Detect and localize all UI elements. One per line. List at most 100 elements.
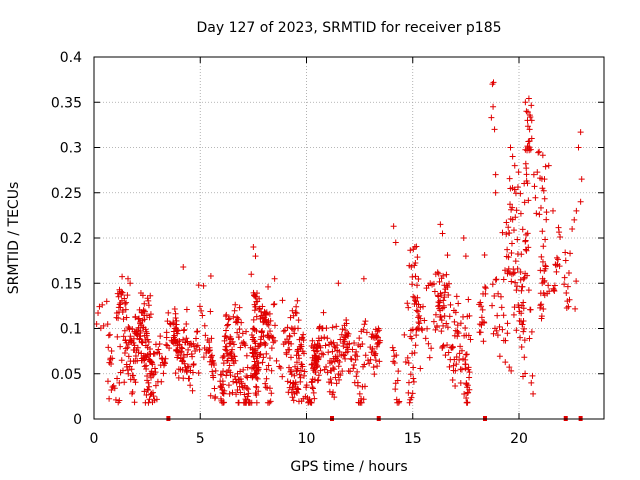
data-point [308, 361, 315, 368]
data-point [374, 328, 381, 335]
data-point [257, 315, 264, 322]
data-point [123, 299, 130, 306]
data-point [189, 353, 196, 360]
data-point [260, 354, 267, 361]
data-point [309, 337, 316, 344]
data-point [372, 357, 379, 364]
data-point [536, 211, 543, 218]
data-point [524, 147, 531, 154]
data-point [500, 312, 507, 319]
data-point [575, 144, 582, 151]
data-point [353, 373, 360, 380]
data-point [103, 298, 110, 305]
data-point [263, 366, 270, 373]
data-point [178, 348, 185, 355]
data-point [223, 343, 230, 350]
data-point [555, 256, 562, 263]
data-point [551, 287, 558, 294]
data-point [525, 197, 532, 204]
data-point [253, 384, 260, 391]
data-point [251, 350, 258, 357]
data-point [300, 372, 307, 379]
data-point [292, 384, 299, 391]
data-point [141, 308, 148, 315]
data-point [504, 330, 511, 337]
data-point [315, 335, 322, 342]
data-point [323, 363, 330, 370]
data-point [490, 79, 497, 86]
data-point [464, 399, 471, 406]
data-point [229, 346, 236, 353]
data-point [230, 313, 237, 320]
data-point [314, 377, 321, 384]
data-point [438, 328, 445, 335]
data-point [431, 288, 438, 295]
data-point [173, 347, 180, 354]
data-point [240, 366, 247, 373]
data-point [351, 362, 358, 369]
data-point [528, 102, 535, 109]
data-point [545, 162, 552, 169]
data-point [493, 276, 500, 283]
data-point [248, 271, 255, 278]
data-point [442, 352, 449, 359]
data-point [503, 231, 510, 238]
data-point [285, 346, 292, 353]
data-point [271, 337, 278, 344]
data-point [492, 276, 499, 283]
data-point [541, 195, 548, 202]
data-point [310, 344, 317, 351]
data-point [124, 292, 131, 299]
data-point [293, 389, 300, 396]
data-point [192, 347, 199, 354]
data-point [395, 368, 402, 375]
data-point [284, 378, 291, 385]
data-point [318, 350, 325, 357]
data-point [198, 307, 205, 314]
data-point [236, 304, 243, 311]
data-point [513, 327, 520, 334]
data-point [446, 313, 453, 320]
data-point [541, 292, 548, 299]
data-point [393, 352, 400, 359]
data-point [504, 320, 511, 327]
data-point [293, 303, 300, 310]
data-point [200, 354, 207, 361]
data-point [491, 126, 498, 133]
data-point [114, 333, 121, 340]
data-point [525, 138, 532, 145]
data-point [333, 380, 340, 387]
data-point [364, 357, 371, 364]
data-point [119, 367, 126, 374]
data-point [162, 360, 169, 367]
data-point [134, 332, 141, 339]
data-point [299, 334, 306, 341]
data-point [256, 352, 263, 359]
data-point [444, 341, 451, 348]
data-point [436, 305, 443, 312]
data-point [155, 346, 162, 353]
data-point [513, 283, 520, 290]
data-point [466, 312, 473, 319]
data-point [458, 347, 465, 354]
data-point [326, 357, 333, 364]
data-point [571, 216, 578, 223]
data-point [122, 306, 129, 313]
data-point [502, 359, 509, 366]
data-point [477, 329, 484, 336]
data-point [186, 375, 193, 382]
data-point [163, 334, 170, 341]
data-point [291, 330, 298, 337]
data-point [519, 321, 526, 328]
data-point [135, 324, 142, 331]
data-point [527, 306, 534, 313]
data-point [521, 337, 528, 344]
data-point [330, 389, 337, 396]
data-point [132, 353, 139, 360]
data-point [546, 288, 553, 295]
data-point [252, 293, 259, 300]
data-point [172, 338, 179, 345]
data-point [292, 309, 299, 316]
data-point [130, 372, 137, 379]
data-point [490, 103, 497, 110]
